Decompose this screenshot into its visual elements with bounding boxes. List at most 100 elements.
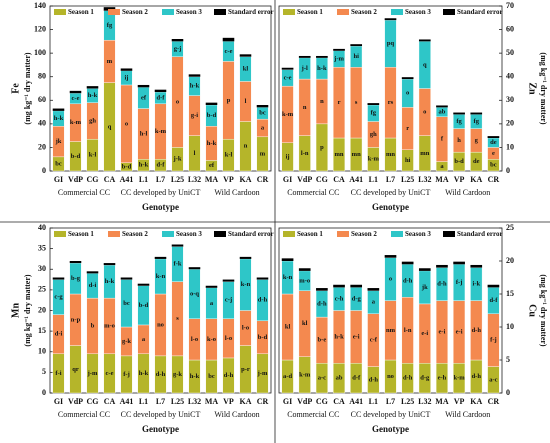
significance-letter: m-o [299,277,310,284]
bar-segment [418,39,431,42]
significance-letter: m [107,58,113,65]
significance-letter: e-h [438,375,447,382]
significance-letter: k-m [155,128,167,135]
significance-letter: d-f [157,94,166,101]
significance-letter: j-m [333,56,344,63]
y-tick-label: 60 [38,95,46,104]
significance-letter: f [441,136,444,143]
significance-letter: k-o [207,336,216,343]
bar-segment [188,74,201,77]
significance-letter: d-h [224,372,234,379]
legend-label: Season 2 [122,8,148,16]
significance-letter: h-k [139,370,149,377]
x-tick-label: L1 [139,397,148,406]
significance-letter: fg [371,110,377,117]
significance-letter: d-h [437,281,447,288]
group-label: Wild Cardoon [214,410,259,419]
significance-letter: kl [302,320,308,327]
x-tick-label: MA [205,397,219,406]
y-tick-label: 30 [506,95,514,104]
significance-letter: c-f [370,337,378,344]
x-tick-label: KA [240,397,252,406]
significance-letter: e-i [353,333,360,340]
bar-segment [487,136,500,138]
significance-letter: bc [208,373,215,380]
legend-swatch [443,9,455,15]
y-tick-label: 60 [506,24,514,33]
significance-letter: a [142,336,146,343]
significance-letter: h [457,137,461,144]
group-label: Wild Cardoon [445,410,490,419]
significance-letter: ef [209,162,215,169]
group-label: Commercial CC [287,188,339,197]
significance-letter: m [260,150,266,157]
significance-letter: c-e [106,370,114,377]
bar-segment [316,288,328,291]
y-tick-label: 80 [38,72,46,81]
x-tick-label: L32 [418,175,431,184]
significance-letter: l-o [225,335,232,342]
group-label: CC developed by UniCT [121,188,201,197]
bar-segment [239,256,252,259]
significance-letter: pq [387,40,395,47]
x-tick-label: L7 [386,175,395,184]
legend-label: Season 3 [405,230,431,238]
significance-letter: c-e [72,95,80,102]
x-tick-label: GI [283,175,292,184]
significance-letter: j-l [301,65,308,72]
significance-letter: d-h [403,277,413,284]
x-tick-label: L7 [156,397,165,406]
significance-letter: h-k [334,333,344,340]
x-tick-label: KA [240,175,252,184]
bar-segment [103,7,116,11]
bar-segment [86,86,99,89]
bar-segment [281,69,294,87]
bar-segment [470,264,483,268]
bar-segment [52,108,65,111]
bar-segment [350,44,363,47]
significance-letter: ij [125,74,129,81]
bar-segment [86,271,99,274]
y-axis-unit: (mg kg⁻¹ dry matter) [539,52,548,124]
y-axis-title: Cu [527,304,538,317]
x-tick-label: CA [104,175,116,184]
significance-letter: c-j [225,297,232,304]
significance-letter: l-o [191,336,198,343]
y-tick-label: 20 [506,256,514,265]
y-axis-title: Mn [10,303,21,318]
significance-letter: h-k [190,373,200,380]
x-tick-label: L25 [401,397,414,406]
significance-letter: a [210,300,214,307]
legend-swatch [283,9,295,15]
significance-letter: nm [386,327,396,334]
legend-label: Season 1 [297,8,323,16]
significance-letter: a [261,124,265,131]
x-axis-title: Genotype [372,424,409,434]
significance-letter: bc [123,300,130,307]
y-tick-label: 10 [38,347,46,356]
bar-segment [281,258,294,261]
x-tick-label: MA [435,397,449,406]
significance-letter: c-e [284,74,292,81]
y-tick-label: 40 [38,223,46,232]
bar-segment [171,244,184,247]
significance-letter: o [125,120,128,127]
significance-letter: r [406,125,409,132]
significance-letter: i-k [472,281,480,288]
significance-letter: bc [490,162,497,169]
significance-letter: b-d [207,112,217,119]
bar-segment [154,89,167,93]
x-axis-title: Genotype [142,202,179,212]
significance-letter: d-h [472,373,482,380]
significance-letter: k-n [156,273,166,280]
x-tick-label: CA [333,397,345,406]
x-tick-label: VdP [68,397,83,406]
x-tick-label: GI [54,397,63,406]
significance-letter: p [320,144,324,151]
bar-segment [103,263,116,266]
significance-letter: de [490,139,497,146]
significance-letter: d-f [352,375,361,382]
legend-label: Season 3 [176,8,202,16]
significance-letter: k-m [70,119,82,126]
